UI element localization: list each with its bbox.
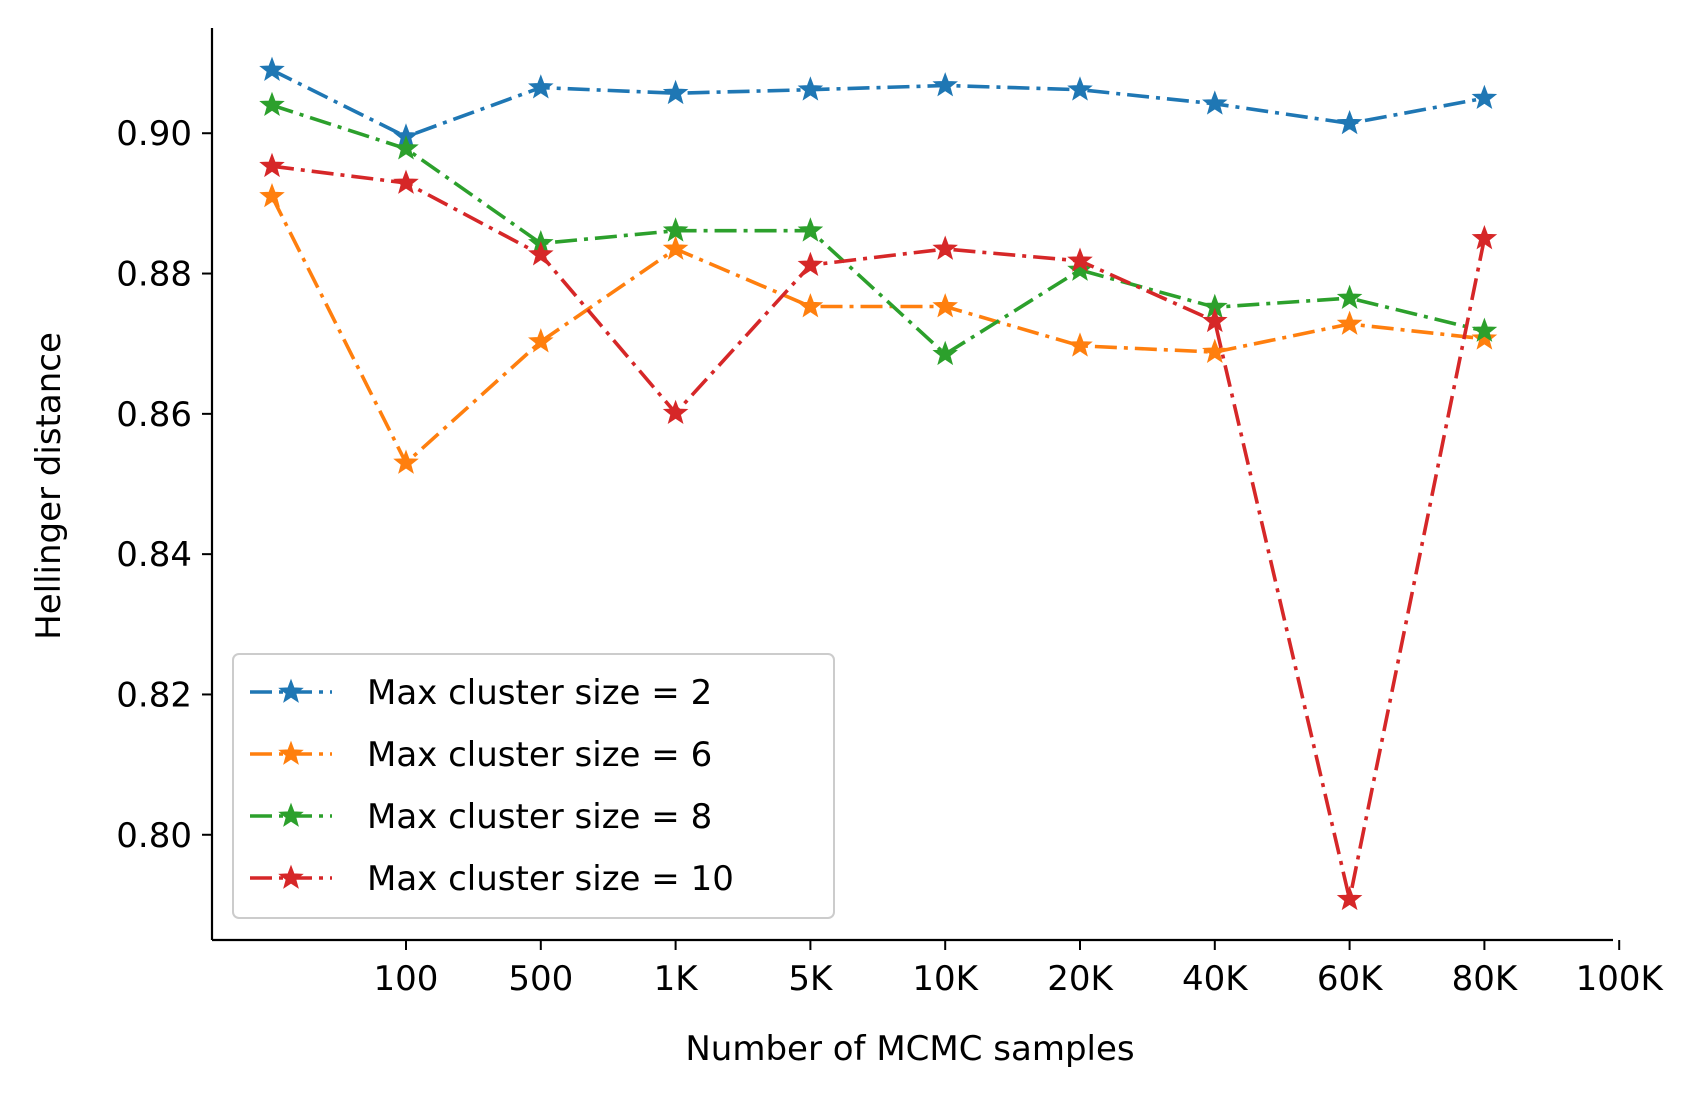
y-tick-label: 0.86 (116, 395, 192, 435)
legend-entry: Max cluster size = 10 (250, 859, 734, 899)
legend-entry: Max cluster size = 2 (250, 673, 712, 713)
x-axis-title: Number of MCMC samples (685, 1029, 1134, 1069)
series-4 (259, 152, 1498, 911)
data-point (1067, 76, 1093, 101)
series-line (271, 68, 1485, 139)
data-point (1067, 247, 1093, 272)
data-point (797, 251, 824, 276)
data-point (797, 217, 824, 242)
data-point (393, 449, 419, 474)
y-tick-label: 0.84 (116, 535, 192, 575)
series-2 (259, 182, 1498, 474)
legend-box (232, 653, 835, 919)
legend-entry: Max cluster size = 8 (250, 797, 712, 837)
data-point (1202, 90, 1228, 115)
data-point (259, 152, 285, 178)
data-point (393, 135, 419, 160)
y-axis-ticks: 0.80 0.82 0.84 0.86 0.88 0.90 (116, 114, 212, 856)
data-point (932, 72, 958, 97)
data-point (662, 79, 689, 105)
series-3 (259, 91, 1498, 366)
data-point (662, 217, 689, 242)
data-point (528, 241, 554, 266)
x-tick-label: 20K (1047, 959, 1114, 999)
data-point (932, 293, 958, 318)
data-point (528, 328, 554, 353)
legend-label: Max cluster size = 2 (367, 673, 712, 713)
data-point (1471, 84, 1498, 110)
data-point (1336, 109, 1363, 135)
data-point (259, 91, 285, 117)
legend-label: Max cluster size = 10 (367, 859, 734, 899)
data-point (1202, 307, 1228, 333)
data-point (1336, 284, 1363, 309)
data-point (1202, 338, 1228, 363)
x-tick-label: 10K (912, 959, 979, 999)
x-tick-label: 80K (1452, 959, 1519, 999)
data-point (1471, 317, 1498, 342)
y-tick-label: 0.82 (116, 675, 192, 715)
data-point (932, 235, 958, 260)
data-point (662, 235, 689, 260)
series-layer (259, 56, 1498, 911)
legend-entry: Max cluster size = 6 (250, 735, 712, 775)
axes (210, 28, 1613, 942)
legend-label: Max cluster size = 8 (367, 797, 712, 837)
data-point (1067, 332, 1093, 357)
series-line (271, 103, 1485, 357)
series-1 (259, 56, 1498, 148)
legend-marker (278, 740, 304, 765)
data-point (528, 74, 554, 99)
x-tick-label: 500 (508, 959, 573, 999)
x-tick-label: 5K (788, 959, 834, 999)
x-tick-label: 100K (1576, 959, 1665, 999)
data-point (1471, 225, 1498, 250)
legend-label: Max cluster size = 6 (367, 735, 712, 775)
legend: Max cluster size = 2 Max cluster size = 6… (232, 653, 835, 919)
data-point (393, 169, 419, 194)
data-point (1336, 310, 1363, 335)
y-axis-title: Hellinger distance (29, 332, 69, 640)
data-point (1336, 885, 1363, 911)
legend-marker (278, 802, 304, 827)
data-point (259, 182, 285, 208)
x-tick-label: 60K (1317, 959, 1384, 999)
x-axis-ticks: 100 500 1K 5K 10K 20K 40K 60K 80K 100K (374, 940, 1665, 999)
legend-marker (278, 864, 304, 889)
data-point (1471, 325, 1498, 350)
data-point (259, 56, 285, 81)
x-tick-label: 100 (374, 959, 439, 999)
data-point (932, 340, 958, 366)
x-tick-label: 40K (1182, 959, 1249, 999)
y-tick-label: 0.88 (116, 255, 192, 295)
y-tick-label: 0.80 (116, 816, 192, 856)
legend-marker (278, 678, 304, 703)
data-point (797, 293, 824, 318)
series-line (270, 195, 1485, 465)
data-point (662, 399, 689, 425)
series-line (271, 164, 1487, 902)
x-tick-label: 1K (654, 959, 700, 999)
y-tick-label: 0.90 (116, 114, 192, 154)
data-point (797, 76, 824, 101)
